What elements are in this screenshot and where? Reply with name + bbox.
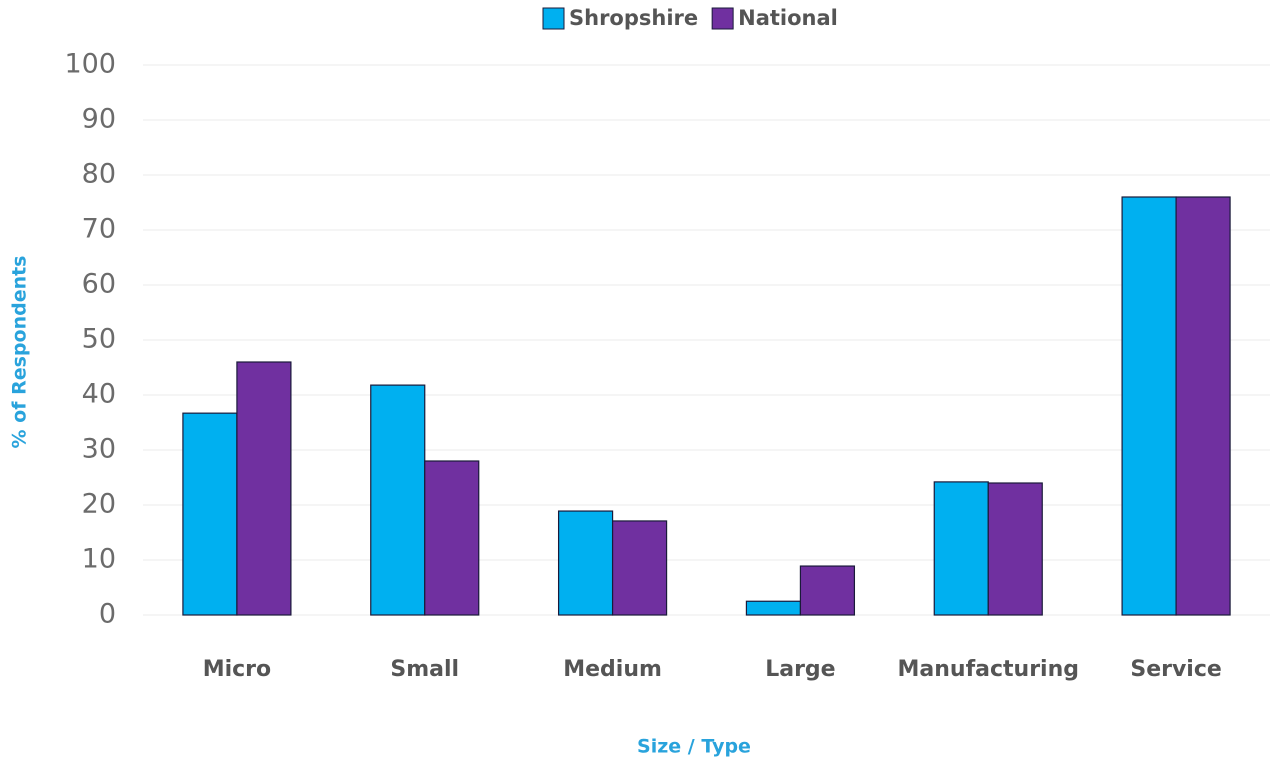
- bar: [424, 460, 480, 616]
- y-tick-label: 90: [82, 104, 116, 135]
- y-tick-label: 0: [99, 599, 116, 630]
- legend-swatch: [711, 7, 734, 30]
- y-tick-label: 80: [82, 159, 116, 190]
- x-axis-label: Size / Type: [637, 736, 751, 758]
- y-axis-label: % of Respondents: [9, 256, 31, 449]
- x-tick-label: Small: [390, 657, 459, 682]
- bar: [933, 481, 989, 616]
- y-tick-label: 10: [82, 544, 116, 575]
- bar: [987, 482, 1043, 616]
- y-tick-label: 60: [82, 269, 116, 300]
- bar: [1121, 196, 1177, 616]
- bar: [745, 600, 802, 616]
- bar: [1175, 196, 1231, 616]
- bar: [370, 384, 426, 616]
- x-tick-label: Service: [1130, 657, 1221, 682]
- bar: [799, 565, 856, 616]
- bar: [182, 412, 238, 616]
- legend-label: National: [738, 6, 838, 30]
- bar: [236, 361, 292, 616]
- y-tick-label: 100: [64, 49, 116, 80]
- legend-swatch: [542, 7, 565, 30]
- x-tick-label: Medium: [563, 657, 662, 682]
- y-tick-label: 40: [82, 379, 116, 410]
- bar: [611, 520, 668, 616]
- y-tick-label: 50: [82, 324, 116, 355]
- y-tick-label: 20: [82, 489, 116, 520]
- x-tick-label: Manufacturing: [898, 657, 1080, 682]
- legend-label: Shropshire: [569, 6, 698, 30]
- y-tick-label: 30: [82, 434, 116, 465]
- x-tick-label: Micro: [203, 657, 271, 682]
- y-tick-label: 70: [82, 214, 116, 245]
- bar: [557, 510, 614, 616]
- x-tick-label: Large: [765, 657, 835, 682]
